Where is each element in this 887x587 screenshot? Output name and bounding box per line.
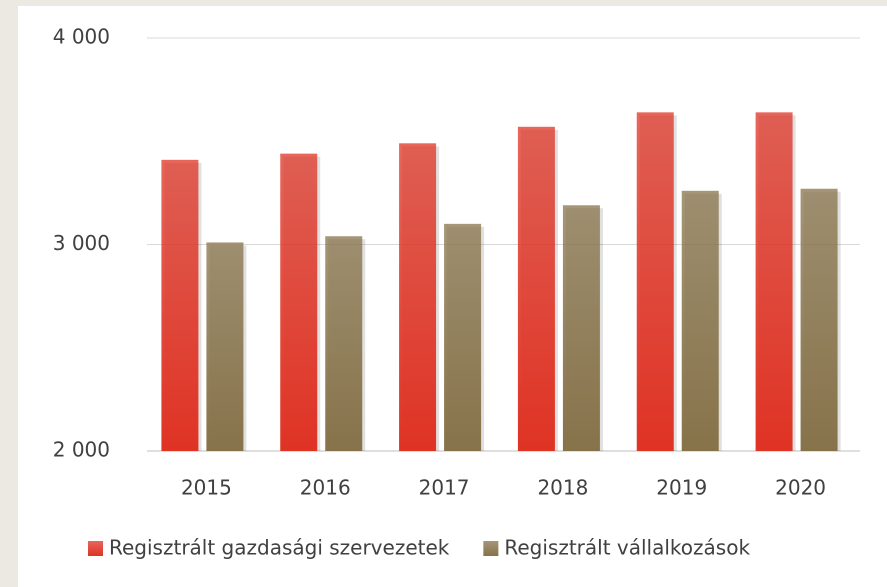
bar — [755, 112, 793, 451]
bar — [325, 236, 363, 451]
x-tick-label: 2016 — [300, 476, 351, 500]
legend-swatch — [88, 541, 103, 556]
x-tick-label: 2020 — [775, 476, 826, 500]
x-tick-label: 2017 — [419, 476, 470, 500]
y-tick-label: 4 000 — [53, 25, 110, 49]
x-tick-label: 2019 — [656, 476, 707, 500]
bar — [800, 188, 838, 451]
bar — [562, 205, 600, 451]
legend-swatch — [483, 541, 499, 556]
y-tick-label: 3 000 — [53, 231, 110, 255]
y-tick-label: 2 000 — [53, 438, 110, 462]
bar — [444, 223, 482, 451]
bar — [206, 242, 244, 451]
legend-label: Regisztrált vállalkozások — [504, 536, 750, 560]
bar — [681, 190, 719, 451]
bar — [161, 159, 199, 451]
bar — [399, 143, 437, 451]
bar — [280, 153, 318, 451]
x-tick-label: 2018 — [537, 476, 588, 500]
x-tick-label: 2015 — [181, 476, 232, 500]
bar — [517, 126, 555, 452]
bar — [636, 112, 674, 451]
legend-label: Regisztrált gazdasági szervezetek — [109, 536, 450, 560]
